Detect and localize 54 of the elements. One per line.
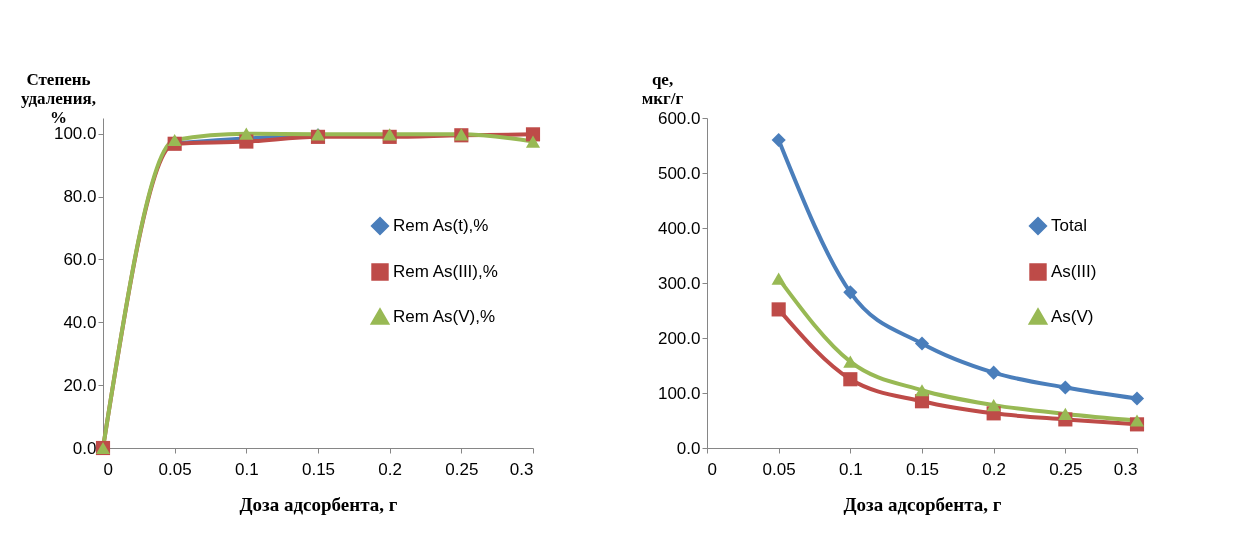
y-tick-label: 20.0 bbox=[63, 375, 97, 395]
y-tick-label: 80.0 bbox=[63, 187, 97, 207]
point bbox=[986, 365, 1001, 380]
x-tick-label: 0.2 bbox=[982, 459, 1006, 479]
x-tick-label: 0.1 bbox=[839, 459, 863, 479]
x-tick-label: 0 bbox=[103, 459, 113, 479]
point bbox=[771, 132, 786, 148]
point bbox=[1129, 391, 1145, 406]
y-tick-label: 400.0 bbox=[657, 218, 701, 238]
x-tick-label: 0.25 bbox=[445, 459, 479, 479]
point bbox=[843, 372, 858, 387]
y-tick-label: 0.0 bbox=[676, 438, 701, 458]
point bbox=[239, 127, 254, 140]
legend-label: As(III) bbox=[1051, 262, 1097, 281]
point bbox=[525, 135, 541, 148]
point bbox=[843, 355, 858, 368]
point bbox=[914, 384, 930, 397]
y-tick-label: 100.0 bbox=[53, 124, 97, 144]
y-tick-label: 500.0 bbox=[657, 163, 701, 183]
legend-label: Rem As(III),% bbox=[393, 262, 498, 281]
y-tick-label: 60.0 bbox=[63, 249, 97, 269]
point bbox=[771, 302, 786, 317]
x-tick-label: 0.05 bbox=[762, 459, 796, 479]
x-tick-label: 0.1 bbox=[235, 459, 259, 479]
point bbox=[843, 285, 858, 300]
y-tick-label: 40.0 bbox=[63, 312, 97, 332]
legend-label: As(V) bbox=[1051, 307, 1094, 326]
point bbox=[986, 398, 1001, 412]
x-tick-label: 0.3 bbox=[509, 459, 534, 479]
x-axis-title: Доза адсорбента, г bbox=[843, 493, 1002, 515]
x-tick-label: 0.15 bbox=[301, 459, 336, 479]
point bbox=[1058, 407, 1073, 421]
x-axis-title: Доза адсорбента, г bbox=[239, 493, 398, 515]
x-tick-label: 0.05 bbox=[158, 459, 192, 479]
point bbox=[1129, 414, 1145, 427]
point bbox=[1058, 380, 1073, 395]
y-tick-label: 300.0 bbox=[657, 273, 701, 293]
y-axis-title: Степень удаления, % bbox=[21, 69, 96, 127]
y-axis-title: qe, мкг/г bbox=[641, 69, 684, 108]
x-tick-label: 0.3 bbox=[1113, 459, 1138, 479]
point bbox=[771, 272, 786, 285]
legend-label: Rem As(t),% bbox=[393, 216, 489, 235]
y-tick-label: 100.0 bbox=[657, 383, 701, 403]
legend-label: Total bbox=[1051, 216, 1087, 235]
y-tick-label: 200.0 bbox=[657, 328, 701, 348]
x-tick-label: 0.2 bbox=[378, 459, 402, 479]
x-tick-label: 0.25 bbox=[1049, 459, 1083, 479]
point bbox=[167, 133, 182, 147]
x-tick-label: 0.15 bbox=[905, 459, 940, 479]
y-tick-label: 600.0 bbox=[657, 108, 701, 128]
y-tick-label: 0.0 bbox=[72, 438, 97, 458]
point bbox=[914, 336, 930, 351]
legend-label: Rem As(V),% bbox=[393, 307, 496, 326]
x-tick-label: 0 bbox=[707, 459, 717, 479]
